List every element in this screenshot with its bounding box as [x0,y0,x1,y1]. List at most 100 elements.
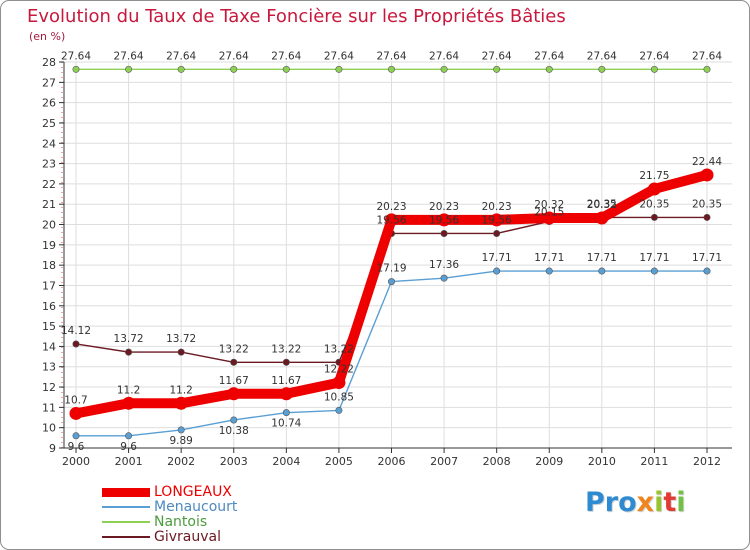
data-label: 9.6 [120,441,137,453]
data-point [542,211,556,225]
data-point [493,229,501,237]
data-label: 20.23 [429,201,459,213]
data-label: 10.85 [324,391,354,403]
y-tick-label: 11 [42,401,56,414]
data-label: 20.35 [639,198,669,210]
data-point [177,426,185,434]
x-tick-label: 2011 [640,455,668,468]
data-point [650,267,658,275]
data-point [332,376,346,390]
legend-label-longeaux: LONGEAUX [154,484,232,500]
data-point [335,65,343,73]
data-label: 10.7 [64,394,87,406]
data-label: 17.19 [376,263,406,275]
data-label: 27.64 [219,50,249,62]
data-label: 22.44 [692,156,722,168]
chart-legend: LONGEAUX Menaucourt Nantois Givrauval [99,485,289,545]
data-point [177,65,185,73]
data-point [703,213,711,221]
data-point [490,213,504,227]
data-label: 17.71 [534,252,564,264]
data-point [282,409,290,417]
data-point [387,278,395,286]
x-tick-label: 2001 [115,455,143,468]
data-point [125,348,133,356]
data-point [230,416,238,424]
data-label: 27.64 [482,50,512,62]
data-label: 13.72 [114,333,144,345]
data-label: 11.2 [169,384,192,396]
y-tick-label: 22 [42,178,56,191]
data-point [595,211,609,225]
y-tick-label: 10 [42,422,56,435]
data-label: 27.64 [166,50,196,62]
data-point [227,387,241,401]
y-tick-label: 13 [42,361,56,374]
data-point [545,267,553,275]
data-label: 27.64 [271,50,301,62]
data-label: 14.12 [61,325,91,337]
data-point [125,65,133,73]
data-point [282,358,290,366]
data-label: 27.64 [114,50,144,62]
legend-swatch-menaucourt [102,506,150,508]
data-point [650,213,658,221]
data-point [279,387,293,401]
y-tick-label: 18 [42,259,56,272]
data-point [335,406,343,414]
legend-item-menaucourt: Menaucourt [99,500,289,515]
data-label: 27.64 [61,50,91,62]
data-label: 20.23 [376,201,406,213]
y-axis-unit-label: (en %) [29,30,66,43]
data-point [72,65,80,73]
legend-swatch-longeaux [102,488,150,497]
y-tick-label: 17 [42,279,56,292]
data-label: 27.64 [692,50,722,62]
logo-segment: i [676,487,686,518]
y-tick-label: 24 [42,137,56,150]
data-label: 20.32 [534,199,564,211]
data-label: 27.64 [534,50,564,62]
x-tick-label: 2006 [378,455,406,468]
data-label: 19.56 [482,214,512,226]
y-tick-label: 9 [49,442,56,455]
data-label: 13.22 [219,343,249,355]
y-tick-label: 23 [42,158,56,171]
y-tick-label: 19 [42,239,56,252]
data-label: 17.71 [587,252,617,264]
data-point [703,267,711,275]
proxiti-logo: Proxiti [585,487,686,518]
data-label: 11.67 [219,375,249,387]
data-point [385,213,398,227]
data-label: 17.71 [692,252,722,264]
legend-item-nantois: Nantois [99,515,289,530]
data-label: 13.72 [166,333,196,345]
data-label: 27.64 [587,50,617,62]
data-point [125,432,133,440]
data-label: 19.56 [429,214,459,226]
data-point [598,267,606,275]
data-point [440,274,448,282]
data-point [650,65,658,73]
data-point [72,340,80,348]
data-point [437,213,451,227]
data-label: 20.23 [482,201,512,213]
data-point [230,358,238,366]
data-point [177,348,185,356]
data-label: 19.56 [376,214,406,226]
data-point [69,406,83,420]
y-tick-label: 21 [42,198,56,211]
y-tick-label: 20 [42,219,56,232]
legend-swatch-nantois [102,521,150,523]
legend-label-givrauval: Givrauval [154,529,221,545]
x-tick-label: 2007 [430,455,458,468]
data-point [174,396,188,410]
data-label: 17.71 [482,252,512,264]
data-point [545,65,553,73]
y-tick-label: 14 [42,340,56,353]
data-label: 20.35 [587,198,617,210]
data-point [230,65,238,73]
y-tick-label: 12 [42,381,56,394]
data-point [493,267,501,275]
data-label: 17.71 [639,252,669,264]
